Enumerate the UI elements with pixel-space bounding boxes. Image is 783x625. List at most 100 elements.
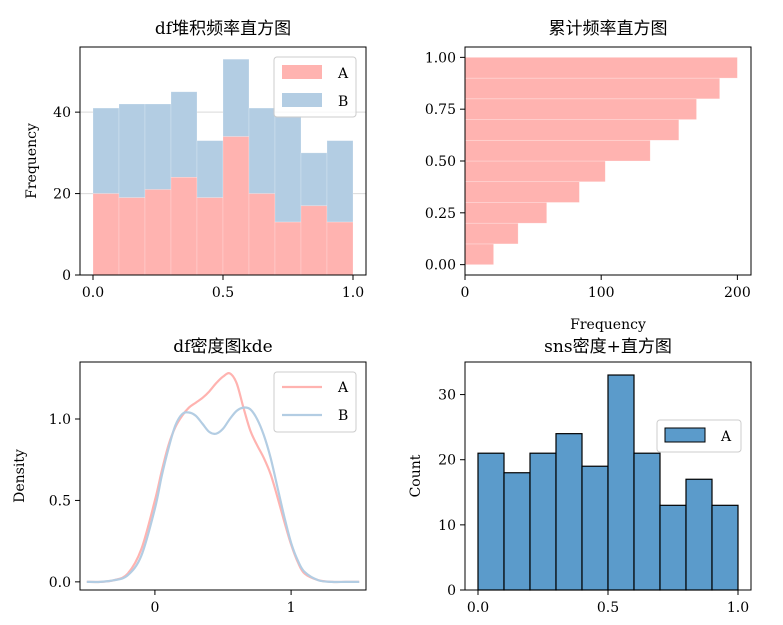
legend-label: A bbox=[720, 429, 732, 445]
y-ticks: 0.0 0.5 1.0 bbox=[49, 412, 80, 591]
bars bbox=[92, 58, 354, 276]
bar-series-B bbox=[118, 103, 146, 198]
cumulative-bar bbox=[464, 139, 651, 162]
histogram-bar bbox=[685, 478, 713, 591]
y-tick-label: 0 bbox=[447, 583, 456, 599]
y-axis-label: Count bbox=[408, 454, 424, 497]
x-tick-label: 200 bbox=[724, 285, 751, 301]
kde-line-B bbox=[86, 406, 360, 584]
stacked-histogram-panel: 0.0 0.5 1.0 0 20 40 df堆积频率直方图 Frequency AB bbox=[24, 19, 367, 301]
histogram-bar bbox=[529, 452, 557, 591]
sns-histogram-panel: 0.0 0.5 1.0 0 10 20 30 sns密度+直方图 Count A bbox=[408, 337, 752, 616]
y-tick-label: 0.25 bbox=[425, 206, 456, 222]
x-tick-label: 100 bbox=[588, 285, 615, 301]
legend-label: B bbox=[338, 94, 348, 110]
bars bbox=[477, 374, 739, 591]
bar-series-A bbox=[248, 193, 276, 276]
x-tick-label: 1.0 bbox=[342, 285, 364, 301]
y-tick-label: 0.00 bbox=[425, 258, 456, 274]
density-lines bbox=[86, 372, 360, 584]
x-tick-label: 0 bbox=[461, 285, 470, 301]
bar-series-A bbox=[92, 193, 120, 276]
y-tick-label: 0.0 bbox=[49, 575, 71, 591]
chart-title: sns密度+直方图 bbox=[544, 337, 672, 357]
x-ticks: 0.0 0.5 1.0 bbox=[82, 275, 364, 301]
y-axis-label: Frequency bbox=[24, 123, 40, 199]
legend-swatch bbox=[282, 65, 322, 79]
legend-label: B bbox=[338, 408, 348, 424]
x-tick-label: 0 bbox=[150, 600, 159, 616]
y-tick-label: 0.50 bbox=[425, 154, 456, 170]
cumulative-bar bbox=[464, 160, 606, 183]
bar-series-A bbox=[300, 205, 328, 276]
y-ticks: 0 20 40 bbox=[53, 105, 80, 284]
legend: AB bbox=[273, 371, 357, 433]
y-tick-label: 30 bbox=[438, 388, 456, 404]
bar-series-A bbox=[144, 189, 172, 276]
bar-series-B bbox=[300, 152, 328, 207]
x-tick-label: 0.5 bbox=[597, 600, 619, 616]
y-tick-label: 20 bbox=[53, 187, 71, 203]
legend-label: A bbox=[337, 380, 349, 396]
x-tick-label: 0.5 bbox=[212, 285, 234, 301]
legend: AB bbox=[273, 56, 357, 118]
bar-series-B bbox=[170, 91, 198, 178]
histogram-bar bbox=[555, 433, 583, 591]
bar-series-B bbox=[196, 140, 224, 198]
bar-series-B bbox=[144, 103, 172, 190]
cumulative-bar bbox=[464, 202, 548, 224]
cumulative-bar bbox=[464, 57, 738, 79]
x-tick-label: 0.0 bbox=[82, 285, 104, 301]
cumulative-bar bbox=[464, 181, 580, 203]
legend-label: A bbox=[337, 66, 349, 82]
cumulative-bar bbox=[464, 77, 720, 100]
y-tick-label: 20 bbox=[438, 453, 456, 469]
y-ticks: 0.00 0.25 0.50 0.75 1.00 bbox=[425, 50, 465, 274]
bar-series-B bbox=[222, 58, 250, 137]
y-axis-label: Density bbox=[12, 449, 28, 503]
x-tick-label: 1.0 bbox=[727, 600, 749, 616]
bar-series-A bbox=[326, 221, 354, 276]
legend-swatch bbox=[664, 427, 706, 443]
y-tick-label: 40 bbox=[53, 105, 71, 121]
cumulative-bar bbox=[464, 98, 697, 120]
histogram-bar bbox=[503, 472, 531, 591]
histogram-bar bbox=[581, 465, 609, 591]
y-tick-label: 1.00 bbox=[425, 50, 456, 66]
bar-series-A bbox=[170, 176, 198, 276]
bar-series-A bbox=[196, 197, 224, 276]
y-tick-label: 10 bbox=[438, 518, 456, 534]
legend-swatch bbox=[282, 93, 322, 107]
legend: A bbox=[656, 419, 742, 453]
x-tick-label: 0.0 bbox=[467, 600, 489, 616]
x-axis-label: Frequency bbox=[570, 317, 646, 333]
chart-title: 累计频率直方图 bbox=[549, 19, 668, 39]
bar-series-B bbox=[92, 107, 120, 194]
cumulative-bar bbox=[464, 119, 680, 141]
histogram-bar bbox=[633, 452, 661, 591]
y-tick-label: 0 bbox=[62, 268, 71, 284]
cumulative-bar bbox=[464, 222, 519, 245]
axes-frame bbox=[79, 361, 367, 591]
y-tick-label: 0.5 bbox=[49, 493, 71, 509]
chart-title: df堆积频率直方图 bbox=[155, 19, 291, 39]
cumulative-bar bbox=[464, 243, 494, 265]
y-ticks: 0 10 20 30 bbox=[438, 388, 465, 599]
bar-series-A bbox=[222, 136, 250, 276]
histogram-bar bbox=[711, 504, 739, 591]
x-ticks: 0.0 0.5 1.0 bbox=[467, 590, 749, 616]
chart-title: df密度图kde bbox=[173, 337, 272, 357]
histogram-bar bbox=[607, 374, 635, 591]
bars bbox=[464, 57, 738, 265]
x-tick-label: 1 bbox=[287, 600, 296, 616]
bar-series-B bbox=[274, 115, 302, 223]
bar-series-B bbox=[326, 140, 354, 223]
y-tick-label: 1.0 bbox=[49, 412, 71, 428]
y-tick-label: 0.75 bbox=[425, 102, 456, 118]
cumulative-histogram-panel: 0 100 200 0.00 0.25 0.50 0.75 1.00 累计频率直方图 Fre… bbox=[425, 19, 752, 333]
histogram-bar bbox=[477, 452, 505, 591]
x-ticks: 0 100 200 bbox=[461, 275, 751, 301]
